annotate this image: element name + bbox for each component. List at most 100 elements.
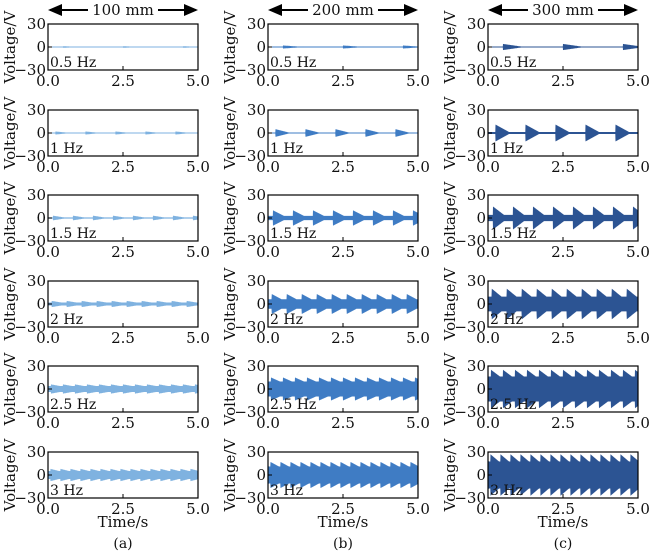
y-tick-label: −30 xyxy=(454,232,486,250)
y-tick-label: 0 xyxy=(256,466,266,484)
y-axis-label: Voltage/V xyxy=(1,96,19,171)
y-tick-label: 0 xyxy=(476,209,486,227)
signal-envelope xyxy=(268,294,418,314)
y-tick-label: 0 xyxy=(36,466,46,484)
y-tick-label: 0 xyxy=(36,38,46,56)
x-tick-label: 0.0 xyxy=(476,72,500,90)
x-tick-label: 2.5 xyxy=(111,243,135,261)
x-tick-label: 0.0 xyxy=(36,500,60,518)
y-tick-label: 0 xyxy=(476,124,486,142)
x-tick-label: 5.0 xyxy=(406,243,430,261)
frequency-label: 0.5 Hz xyxy=(490,55,536,71)
x-tick-label: 2.5 xyxy=(331,414,355,432)
y-tick-label: −30 xyxy=(454,147,486,165)
column-header: 200 mm xyxy=(312,1,374,19)
column-header: 300 mm xyxy=(532,1,594,19)
x-tick-label: 2.5 xyxy=(331,158,355,176)
y-axis-label: Voltage/V xyxy=(221,10,239,85)
frequency-label: 2 Hz xyxy=(270,312,303,328)
x-tick-label: 0.0 xyxy=(36,243,60,261)
frequency-label: 1 Hz xyxy=(270,141,303,157)
y-axis-label: Voltage/V xyxy=(1,10,19,85)
y-tick-label: 30 xyxy=(27,101,46,119)
frequency-label: 2 Hz xyxy=(490,312,523,328)
x-tick-label: 2.5 xyxy=(331,243,355,261)
frequency-label: 3 Hz xyxy=(50,483,83,499)
x-tick-label: 2.5 xyxy=(331,72,355,90)
signal-envelope xyxy=(268,210,418,226)
x-tick-label: 5.0 xyxy=(626,72,650,90)
x-axis-label: Time/s xyxy=(538,513,589,531)
y-axis-label: Voltage/V xyxy=(441,181,459,256)
x-tick-label: 2.5 xyxy=(331,329,355,347)
frequency-label: 2.5 Hz xyxy=(270,397,316,413)
y-axis-label: Voltage/V xyxy=(1,352,19,427)
frequency-label: 1 Hz xyxy=(50,141,83,157)
arrow-right-icon xyxy=(404,4,418,16)
y-tick-label: 0 xyxy=(36,124,46,142)
y-tick-label: 0 xyxy=(476,38,486,56)
x-tick-label: 2.5 xyxy=(551,414,575,432)
arrow-right-icon xyxy=(624,4,638,16)
y-tick-label: −30 xyxy=(14,489,46,507)
subfigure-label: (c) xyxy=(554,536,573,552)
signal-envelope xyxy=(488,206,638,230)
x-tick-label: 0.0 xyxy=(256,414,280,432)
x-tick-label: 2.5 xyxy=(111,72,135,90)
y-tick-label: 30 xyxy=(467,272,486,290)
y-tick-label: 30 xyxy=(467,186,486,204)
frequency-label: 2.5 Hz xyxy=(490,397,536,413)
y-tick-label: 0 xyxy=(256,38,266,56)
frequency-label: 2 Hz xyxy=(50,312,83,328)
x-tick-label: 0.0 xyxy=(256,72,280,90)
y-axis-label: Voltage/V xyxy=(441,352,459,427)
signal-envelope xyxy=(48,300,198,308)
frequency-label: 0.5 Hz xyxy=(50,55,96,71)
y-tick-label: 0 xyxy=(36,380,46,398)
y-axis-label: Voltage/V xyxy=(441,438,459,513)
arrow-left-icon xyxy=(488,4,502,16)
signal-envelope xyxy=(48,46,198,48)
x-tick-label: 2.5 xyxy=(111,414,135,432)
y-tick-label: 0 xyxy=(256,380,266,398)
y-axis-label: Voltage/V xyxy=(441,96,459,171)
y-tick-label: 0 xyxy=(476,295,486,313)
column-header: 100 mm xyxy=(92,1,154,19)
y-tick-label: −30 xyxy=(14,318,46,336)
x-tick-label: 0.0 xyxy=(36,158,60,176)
y-tick-label: 30 xyxy=(467,443,486,461)
x-tick-label: 0.0 xyxy=(256,329,280,347)
x-tick-label: 5.0 xyxy=(626,158,650,176)
frequency-label: 1.5 Hz xyxy=(50,226,96,242)
x-tick-label: 5.0 xyxy=(406,414,430,432)
x-tick-label: 0.0 xyxy=(36,329,60,347)
y-tick-label: 30 xyxy=(27,357,46,375)
y-tick-label: 30 xyxy=(247,15,266,33)
signal-envelope xyxy=(268,45,418,49)
arrow-left-icon xyxy=(48,4,62,16)
y-tick-label: −30 xyxy=(234,318,266,336)
x-tick-label: 2.5 xyxy=(551,329,575,347)
x-tick-label: 5.0 xyxy=(626,243,650,261)
x-tick-label: 0.0 xyxy=(476,243,500,261)
signal-envelope xyxy=(48,215,198,221)
y-tick-label: −30 xyxy=(234,147,266,165)
y-tick-label: −30 xyxy=(454,318,486,336)
x-tick-label: 0.0 xyxy=(256,243,280,261)
y-axis-label: Voltage/V xyxy=(1,181,19,256)
x-tick-label: 2.5 xyxy=(331,500,355,518)
y-axis-label: Voltage/V xyxy=(441,267,459,342)
subfigure-label: (a) xyxy=(113,536,132,552)
x-tick-label: 5.0 xyxy=(406,72,430,90)
y-tick-label: −30 xyxy=(14,403,46,421)
y-tick-label: −30 xyxy=(14,232,46,250)
y-tick-label: 0 xyxy=(256,209,266,227)
signal-envelope xyxy=(488,288,638,320)
x-tick-label: 0.0 xyxy=(476,158,500,176)
y-axis-label: Voltage/V xyxy=(221,267,239,342)
signal-envelope xyxy=(488,124,638,142)
x-tick-label: 5.0 xyxy=(186,158,210,176)
y-tick-label: 30 xyxy=(247,272,266,290)
signal-envelope xyxy=(488,454,638,496)
